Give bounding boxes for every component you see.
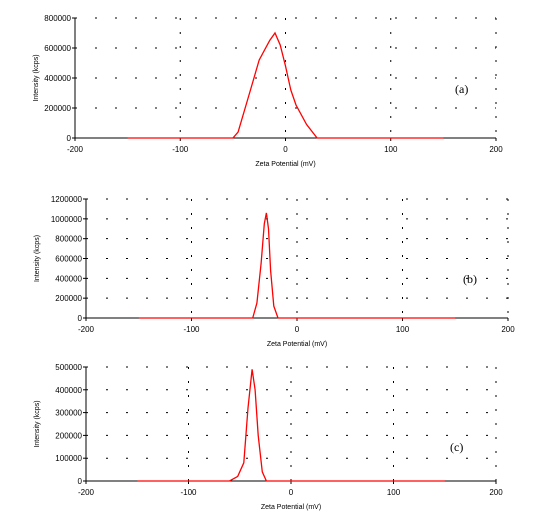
y-axis-title: Intensity (kcps) — [34, 235, 41, 282]
y-tick-label: 200000 — [44, 104, 71, 113]
y-tick-label: 200000 — [55, 294, 82, 303]
y-tick-label: 0 — [67, 134, 72, 143]
chart-panel-0: 0 200000 400000 600000 800000 -200 -100 0 100 200… — [15, 0, 515, 175]
y-tick-label: 0 — [78, 477, 83, 486]
y-tick-label: 300000 — [55, 409, 82, 418]
y-tick-label: 1200000 — [51, 195, 83, 204]
x-tick-label: -200 — [78, 488, 95, 497]
x-tick-label: -100 — [172, 145, 189, 154]
panel-bbox — [25, 180, 525, 355]
y-tick-label: 200000 — [55, 431, 82, 440]
series-line-0 — [138, 212, 456, 319]
y-axis-title: Intensity (kcps) — [34, 400, 41, 447]
x-tick-label: -100 — [180, 488, 197, 497]
x-axis-title: Zeta Potential (mV) — [267, 341, 327, 348]
x-tick-label: 0 — [289, 488, 294, 497]
x-tick-label: 100 — [396, 325, 410, 334]
y-tick-label: 500000 — [55, 363, 82, 372]
x-tick-label: 100 — [384, 145, 398, 154]
y-tick-label: 800000 — [44, 14, 71, 23]
y-tick-label: 400000 — [55, 274, 82, 283]
x-tick-label: 0 — [283, 145, 288, 154]
x-tick-label: -100 — [183, 325, 200, 334]
x-tick-label: 200 — [489, 488, 503, 497]
chart-panel-1: 0 200000 400000 600000 800000 1000000 1200000 -… — [25, 180, 525, 355]
y-tick-label: 600000 — [55, 255, 82, 264]
x-axis-title: Zeta Potential (mV) — [255, 161, 315, 168]
y-tick-label: 100000 — [55, 454, 82, 463]
chart-panel-2: 0 100000 200000 300000 400000 500000 -200 -100 0… — [34, 363, 503, 511]
x-tick-label: -200 — [67, 145, 84, 154]
x-tick-label: -200 — [78, 325, 95, 334]
panel-label: (c) — [450, 440, 463, 454]
y-axis-title: Intensity (kcps) — [33, 54, 40, 101]
x-tick-label: 100 — [387, 488, 401, 497]
x-tick-label: 200 — [489, 145, 503, 154]
panel-bbox — [15, 0, 515, 175]
y-tick-label: 0 — [78, 314, 83, 323]
y-tick-label: 600000 — [44, 44, 71, 53]
y-tick-label: 400000 — [55, 386, 82, 395]
y-tick-label: 1000000 — [51, 215, 83, 224]
panel-label: (a) — [455, 82, 468, 96]
x-tick-label: 0 — [295, 325, 300, 334]
x-tick-label: 200 — [501, 325, 515, 334]
x-axis-title: Zeta Potential (mV) — [261, 504, 321, 511]
y-tick-label: 800000 — [55, 235, 82, 244]
series-line-0 — [137, 369, 445, 482]
panel-label: (b) — [463, 272, 477, 286]
series-line-0 — [127, 31, 444, 139]
y-tick-label: 400000 — [44, 74, 71, 83]
